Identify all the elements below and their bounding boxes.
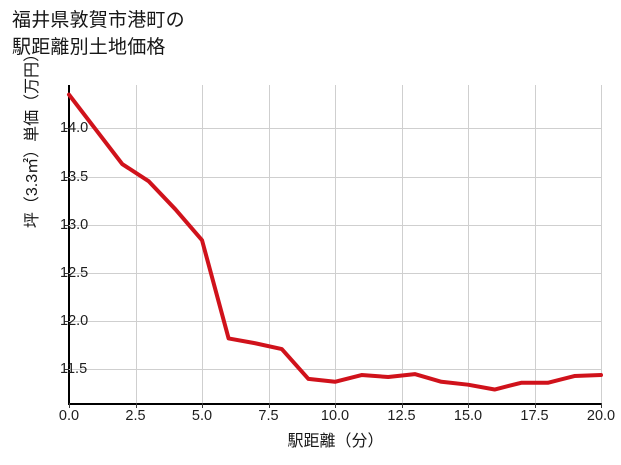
- gridline-x-17.5: [534, 85, 536, 403]
- tick-y-12.5: [64, 272, 69, 274]
- tick-y-14.0: [64, 128, 69, 130]
- tick-y-13.0: [64, 224, 69, 226]
- tick-y-12.0: [64, 321, 69, 323]
- line-series-svg: [67, 92, 603, 392]
- xtick-label-10.0: 10.0: [320, 408, 350, 424]
- tick-x-10.0: [335, 403, 336, 408]
- xtick-label-12.5: 12.5: [387, 408, 416, 424]
- gridline-x-15.0: [468, 85, 469, 403]
- tick-y-11.5: [64, 369, 69, 371]
- tick-y-13.5: [64, 176, 69, 178]
- gridline-x-7.5: [268, 85, 270, 403]
- y-axis-label: 坪（3.3㎡）単価（万円）: [24, 45, 41, 229]
- tick-x-15.0: [468, 403, 469, 408]
- tick-x-17.5: [534, 403, 536, 408]
- gridline-x-10.0: [335, 85, 336, 403]
- tick-x-20.0: [601, 403, 602, 408]
- xtick-label-2.5: 2.5: [125, 408, 146, 424]
- xtick-label-15.0: 15.0: [453, 408, 483, 424]
- x-axis-label: 駅距離（分）: [287, 433, 384, 450]
- xtick-label-17.5: 17.5: [520, 408, 549, 424]
- gridline-x-20.0: [601, 85, 602, 403]
- y-axis-spine: [68, 85, 70, 403]
- chart-title: 福井県敦賀市港町の 駅距離別土地価格: [12, 10, 185, 58]
- xtick-label-0.0: 0.0: [58, 408, 80, 424]
- data-line-坪単価: [67, 92, 603, 392]
- tick-x-0.0: [69, 403, 70, 408]
- xtick-label-7.5: 7.5: [258, 408, 279, 424]
- tick-x-5.0: [202, 403, 203, 408]
- tick-x-12.5: [401, 403, 403, 408]
- plot-area: [64, 85, 603, 408]
- tick-x-2.5: [135, 403, 137, 408]
- xtick-label-5.0: 5.0: [191, 408, 213, 424]
- gridline-x-12.5: [401, 85, 403, 403]
- tick-x-7.5: [268, 403, 270, 408]
- xtick-label-20.0: 20.0: [586, 408, 616, 424]
- gridline-x-2.5: [135, 85, 137, 403]
